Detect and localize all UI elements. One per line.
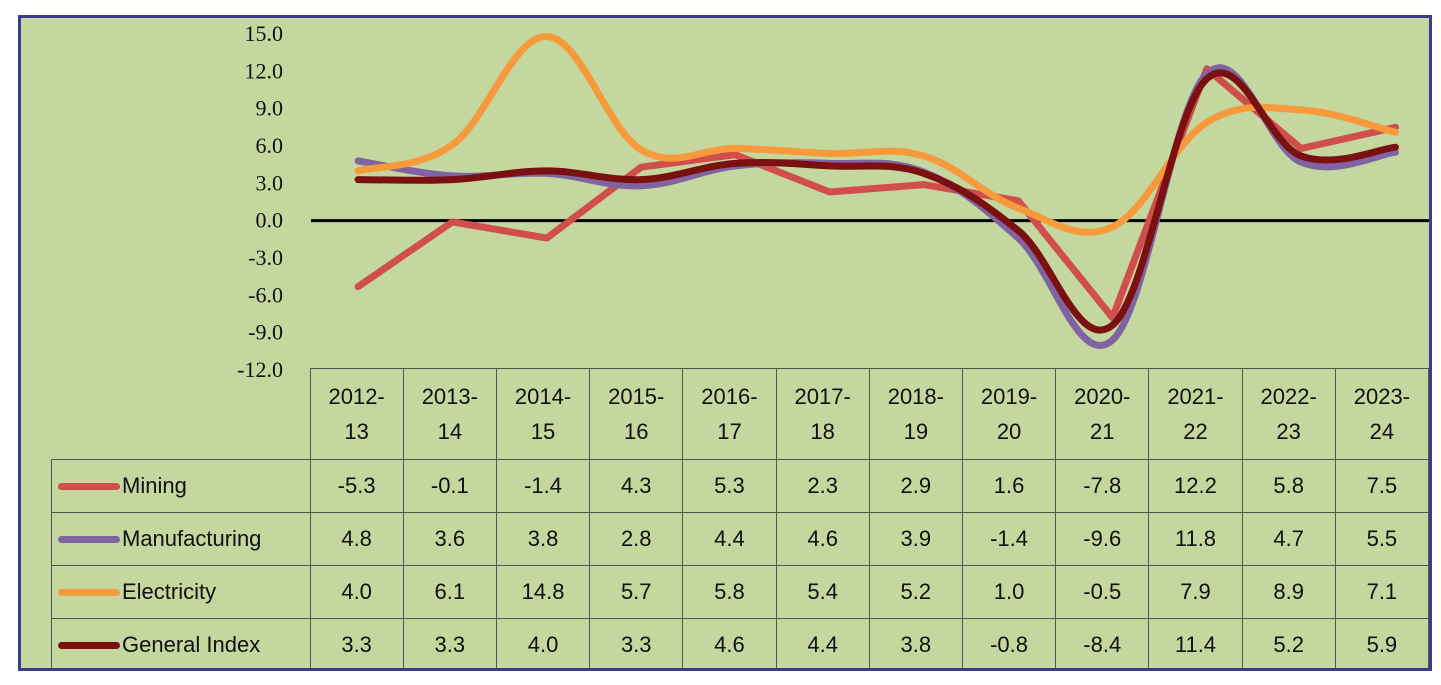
y-tick-label: 0.0	[256, 208, 284, 233]
data-cell: 1.0	[961, 565, 1057, 619]
x-category-label: 2012- 13	[309, 368, 404, 460]
data-cell: -0.5	[1055, 565, 1150, 619]
x-category-label: 2020- 21	[1055, 368, 1150, 460]
data-cell: 5.2	[1241, 618, 1336, 668]
mining-series-line	[354, 65, 1399, 322]
data-cell: -1.4	[495, 459, 591, 513]
x-category-label: 2017- 18	[775, 368, 870, 460]
data-cell: -0.1	[402, 459, 497, 513]
data-cell: 1.6	[961, 459, 1057, 513]
x-category-label: 2016- 17	[682, 368, 777, 460]
data-cell: 4.4	[682, 512, 777, 566]
table-row: General Index 3.3 3.3 4.0 3.3 4.6 4.4 3.8 -0.8 -8…	[51, 618, 1429, 668]
data-cell: 4.7	[1241, 512, 1336, 566]
table-row: Electricity 4.0 6.1 14.8 5.7 5.8 5.4 5.2 1.0 -0.5…	[51, 565, 1429, 619]
data-cell: 3.8	[495, 512, 591, 566]
mining-legend-key	[58, 483, 120, 491]
data-cell: 12.2	[1148, 459, 1243, 513]
data-cell: -1.4	[961, 512, 1057, 566]
data-cell: 3.9	[868, 512, 963, 566]
data-cell: 3.3	[309, 618, 404, 668]
data-cell: -5.3	[309, 459, 404, 513]
data-cell: 4.0	[309, 565, 404, 619]
data-cell: 4.3	[589, 459, 684, 513]
y-tick-label: 3.0	[256, 170, 284, 195]
x-category-label: 2014- 15	[495, 368, 591, 460]
data-cell: 5.8	[1241, 459, 1336, 513]
general-index-legend-key	[58, 642, 120, 650]
data-cell: 4.6	[775, 512, 870, 566]
x-category-label: 2018- 19	[868, 368, 963, 460]
data-cell: 7.1	[1334, 565, 1429, 619]
data-cell: 2.9	[868, 459, 963, 513]
general-index-legend-entry: General Index	[51, 618, 311, 668]
data-cell: 7.5	[1334, 459, 1429, 513]
data-cell: 5.4	[775, 565, 870, 619]
table-row: Manufacturing 4.8 3.6 3.8 2.8 4.4 4.6 3.9 -1.4 -9…	[51, 512, 1429, 566]
data-cell: 2.3	[775, 459, 870, 513]
table-corner	[52, 369, 311, 460]
x-category-label: 2013- 14	[402, 368, 497, 460]
data-cell: 8.9	[1241, 565, 1336, 619]
general-index-series-line	[354, 69, 1399, 334]
y-tick-label: 6.0	[256, 133, 284, 158]
data-cell: 3.3	[402, 618, 497, 668]
x-category-label: 2015- 16	[589, 368, 684, 460]
y-tick-label: -12.0	[237, 357, 283, 382]
data-cell: 5.9	[1334, 618, 1429, 668]
y-tick-label: 15.0	[245, 21, 284, 46]
series-name: Electricity	[122, 579, 217, 605]
data-cell: 4.0	[495, 618, 591, 668]
data-cell: -0.8	[961, 618, 1057, 668]
series-name: General Index	[122, 632, 261, 658]
x-category-label: 2022- 23	[1241, 368, 1336, 460]
mining-legend-entry: Mining	[51, 459, 311, 513]
line-chart: 15.0 12.0 9.0 6.0 3.0 0.0 -3.0 -6.0 -9.0 -12.0	[237, 21, 1429, 382]
data-cell: 7.9	[1148, 565, 1243, 619]
data-cell: -9.6	[1055, 512, 1150, 566]
y-tick-label: -9.0	[248, 320, 283, 345]
x-category-label: 2021- 22	[1148, 368, 1243, 460]
data-cell: 3.3	[589, 618, 684, 668]
y-tick-label: 12.0	[245, 58, 284, 83]
data-cell: 4.4	[775, 618, 870, 668]
data-cell: 3.8	[868, 618, 963, 668]
electricity-legend-key	[58, 589, 120, 597]
y-tick-label: 9.0	[256, 96, 284, 121]
data-table: 2012- 13 2013- 14 2014- 15 2015- 16 2016- 17 2017-…	[51, 368, 1429, 668]
data-cell: 6.1	[402, 565, 497, 619]
data-cell: 4.8	[309, 512, 404, 566]
data-cell: -8.4	[1055, 618, 1150, 668]
data-cell: 4.6	[682, 618, 777, 668]
y-tick-label: -3.0	[248, 245, 283, 270]
data-cell: 5.2	[868, 565, 963, 619]
data-cell: -7.8	[1055, 459, 1150, 513]
data-cell: 5.7	[589, 565, 684, 619]
series-name: Manufacturing	[122, 526, 262, 552]
data-cell: 14.8	[495, 565, 591, 619]
y-tick-label: -6.0	[248, 282, 283, 307]
data-cell: 5.3	[682, 459, 777, 513]
data-cell: 2.8	[589, 512, 684, 566]
electricity-series-line	[354, 32, 1399, 236]
data-cell: 11.8	[1148, 512, 1243, 566]
x-category-label: 2019- 20	[961, 368, 1057, 460]
data-cell: 5.5	[1334, 512, 1429, 566]
data-cell: 5.8	[682, 565, 777, 619]
data-cell: 3.6	[402, 512, 497, 566]
data-cell: 11.4	[1148, 618, 1243, 668]
table-row: Mining -5.3 -0.1 -1.4 4.3 5.3 2.3 2.9 1.6 -7.8 12.…	[51, 459, 1429, 513]
electricity-legend-entry: Electricity	[51, 565, 311, 619]
manufacturing-legend-key	[58, 536, 120, 544]
chart-frame: 15.0 12.0 9.0 6.0 3.0 0.0 -3.0 -6.0 -9.0 -12.0 20…	[18, 15, 1432, 671]
manufacturing-legend-entry: Manufacturing	[51, 512, 311, 566]
x-category-label: 2023- 24	[1334, 368, 1429, 460]
series-name: Mining	[122, 473, 187, 499]
